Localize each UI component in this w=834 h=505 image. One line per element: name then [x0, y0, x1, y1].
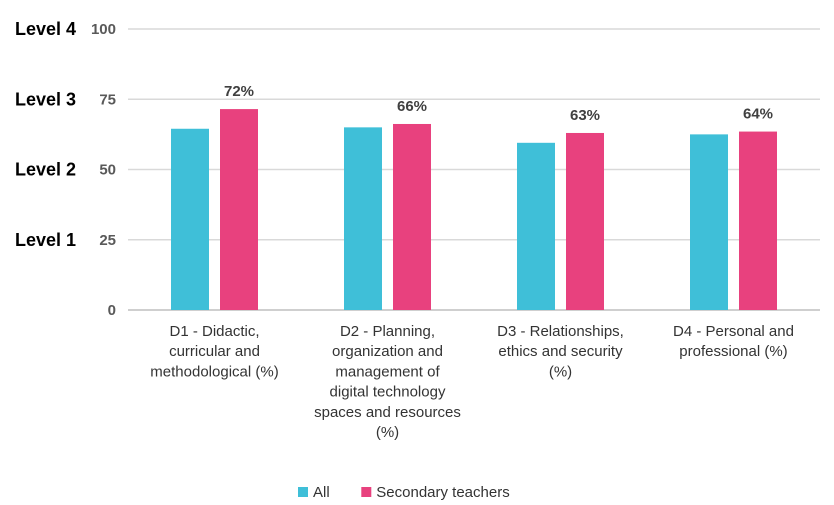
level-label: Level 1 — [15, 230, 76, 250]
level-label: Level 4 — [15, 19, 76, 39]
legend: All Secondary teachers — [298, 484, 510, 501]
category-label-line: curricular and — [169, 343, 260, 360]
bars — [171, 109, 777, 311]
category-label-line: D3 - Relationships, — [497, 323, 624, 340]
data-label: 64% — [743, 106, 773, 123]
category-label-line: digital technology — [330, 384, 446, 401]
category-label-line: D4 - Personal and — [673, 323, 794, 340]
category-label-line: methodological (%) — [150, 363, 278, 380]
y-tick-label: 75 — [99, 91, 116, 108]
category-label: D2 - Planning, organization and management… — [314, 323, 461, 441]
bar — [517, 142, 555, 310]
data-label: 72% — [224, 83, 254, 100]
category-label-line: spaces and resources — [314, 404, 461, 421]
bar — [566, 132, 604, 310]
category-label-line: (%) — [549, 363, 572, 380]
legend-entry: All — [313, 484, 330, 501]
category-labels: D1 - Didactic, curricular and methodologic… — [150, 323, 794, 441]
legend-swatch — [361, 487, 372, 497]
category-label: D4 - Personal and professional (%) — [673, 323, 794, 360]
bar — [739, 131, 777, 310]
category-label: D1 - Didactic, curricular and methodologic… — [150, 323, 278, 380]
legend-entry: Secondary teachers — [376, 484, 509, 501]
category-label-line: organization and — [332, 343, 443, 360]
bar — [690, 134, 728, 310]
category-label-line: (%) — [376, 424, 399, 441]
level-labels: Level 4 Level 3 Level 2 Level 1 — [15, 19, 76, 250]
category-label-line: ethics and security — [498, 343, 623, 360]
bar — [171, 128, 209, 310]
legend-swatch — [298, 487, 308, 497]
data-labels: 72% 66% 63% 64% — [224, 83, 773, 124]
y-tick-label: 0 — [108, 302, 116, 319]
category-label-line: D1 - Didactic, — [169, 323, 259, 340]
y-axis-ticks: 0 25 50 75 100 — [91, 21, 116, 319]
data-label: 63% — [570, 107, 600, 124]
level-label: Level 3 — [15, 89, 76, 109]
category-label-line: professional (%) — [679, 343, 787, 360]
bar — [344, 127, 382, 310]
bar — [393, 123, 431, 310]
category-label-line: management of — [335, 363, 440, 380]
y-tick-label: 25 — [99, 232, 116, 249]
category-label-line: D2 - Planning, — [340, 323, 435, 340]
bar — [220, 109, 258, 311]
data-label: 66% — [397, 98, 427, 115]
y-tick-label: 50 — [99, 162, 116, 179]
category-label: D3 - Relationships, ethics and security (%… — [497, 323, 624, 380]
level-label: Level 2 — [15, 160, 76, 180]
y-tick-label: 100 — [91, 21, 116, 38]
